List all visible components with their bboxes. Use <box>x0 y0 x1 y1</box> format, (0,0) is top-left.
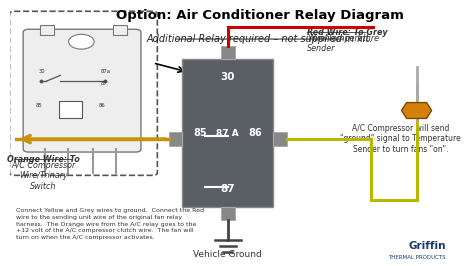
Text: Griffin: Griffin <box>409 241 446 251</box>
Text: Wire/Temperature
Sender: Wire/Temperature Sender <box>308 34 380 53</box>
Text: 87 A: 87 A <box>217 128 239 138</box>
Text: Vehicle Ground: Vehicle Ground <box>193 250 262 259</box>
Text: Red Wire: To Grey: Red Wire: To Grey <box>308 28 388 38</box>
Text: 85: 85 <box>194 128 207 138</box>
Bar <box>273 132 287 146</box>
Bar <box>221 46 235 59</box>
Bar <box>59 101 82 118</box>
Bar <box>113 25 127 35</box>
Text: A/C Compressor will send
"ground" signal to Temperature
Sender to turn fans "on": A/C Compressor will send "ground" signal… <box>340 124 461 153</box>
Text: 30: 30 <box>220 72 235 82</box>
Text: THERMAL PRODUCTS: THERMAL PRODUCTS <box>389 255 446 260</box>
Text: Additional Relay required – not supplied in kit.: Additional Relay required – not supplied… <box>146 34 373 44</box>
Text: 86: 86 <box>98 102 105 107</box>
Polygon shape <box>401 103 432 118</box>
Text: 87a: 87a <box>100 69 110 74</box>
Text: Orange Wire: To: Orange Wire: To <box>7 156 80 164</box>
Text: 86: 86 <box>248 128 262 138</box>
FancyBboxPatch shape <box>9 11 157 175</box>
Text: 30: 30 <box>39 69 46 74</box>
Text: 85: 85 <box>36 102 43 107</box>
Text: Connect Yellow and Grey wires to ground.  Connect the Red
wire to the sending un: Connect Yellow and Grey wires to ground.… <box>16 209 204 240</box>
Text: 87: 87 <box>220 184 235 194</box>
FancyBboxPatch shape <box>23 29 141 152</box>
Bar <box>182 59 273 207</box>
Text: 87: 87 <box>100 81 107 86</box>
Bar <box>40 25 54 35</box>
Bar <box>169 132 182 146</box>
Bar <box>221 207 235 220</box>
Text: A/C Compressor
Wire/Trinary
Switch: A/C Compressor Wire/Trinary Switch <box>11 161 76 190</box>
Text: Option: Air Conditioner Relay Diagram: Option: Air Conditioner Relay Diagram <box>116 9 404 22</box>
Circle shape <box>69 34 94 49</box>
